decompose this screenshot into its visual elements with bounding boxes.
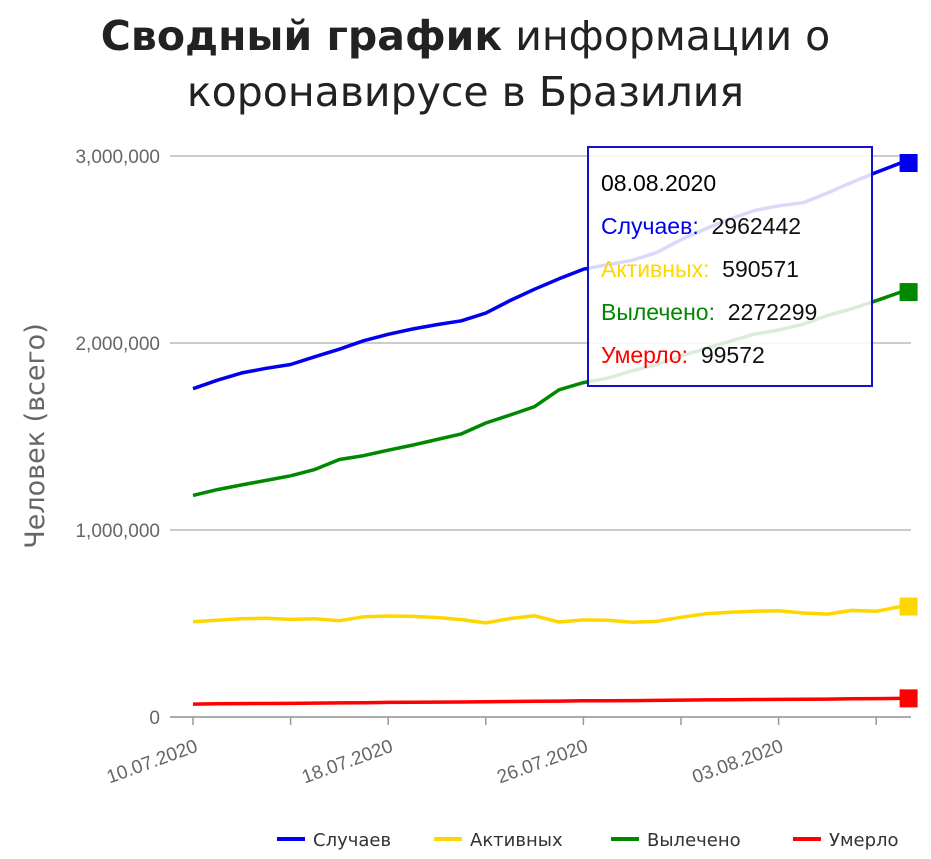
x-tick-label: 10.07.2020 xyxy=(104,736,201,788)
tooltip-label: Случаев: xyxy=(601,213,699,239)
tooltip-label: Активных: xyxy=(601,256,710,282)
legend-entry: Умерло xyxy=(829,830,899,851)
tooltip-row-cases: Случаев: 2962442 xyxy=(601,213,801,240)
x-tick-label: 03.08.2020 xyxy=(690,736,787,788)
tooltip-date: 08.08.2020 xyxy=(601,170,717,196)
y-axis-label: Человек (всего) xyxy=(20,323,51,548)
tooltip: 08.08.2020 Случаев: 2962442 Активных: 59… xyxy=(587,146,873,387)
y-tick-label: 2,000,000 xyxy=(75,334,160,355)
series-end-marker xyxy=(899,283,918,302)
y-tick-label: 1,000,000 xyxy=(75,521,160,542)
tooltip-row-active: Активных: 590571 xyxy=(601,256,799,283)
series-end-marker xyxy=(899,689,918,708)
y-tick-label: 3,000,000 xyxy=(75,147,160,168)
tooltip-row-deaths: Умерло: 99572 xyxy=(601,342,765,369)
tooltip-value: 99572 xyxy=(700,342,765,368)
x-tick-label: 26.07.2020 xyxy=(494,736,591,788)
legend-entry: Вылечено xyxy=(647,830,741,851)
legend-entry: Случаев xyxy=(313,830,391,851)
y-tick-label: 0 xyxy=(149,708,160,729)
tooltip-label: Умерло: xyxy=(601,342,689,368)
chart-title-rest: информации о коронавирусе в Бразилия xyxy=(186,12,831,116)
series-line xyxy=(192,696,901,706)
chart-title: Сводный график информации о коронавирусе… xyxy=(0,8,931,120)
tooltip-value: 590571 xyxy=(722,256,799,282)
x-tick-label: 18.07.2020 xyxy=(299,736,396,788)
series-line xyxy=(192,604,901,625)
tooltip-value: 2272299 xyxy=(727,299,818,325)
series-end-marker xyxy=(899,154,918,173)
series-end-marker xyxy=(899,597,918,616)
tooltip-value: 2962442 xyxy=(711,213,802,239)
chart-title-bold: Сводный график xyxy=(100,12,503,60)
tooltip-row-recovered: Вылечено: 2272299 xyxy=(601,299,817,326)
tooltip-label: Вылечено: xyxy=(601,299,715,325)
legend-entry: Активных xyxy=(470,830,563,851)
